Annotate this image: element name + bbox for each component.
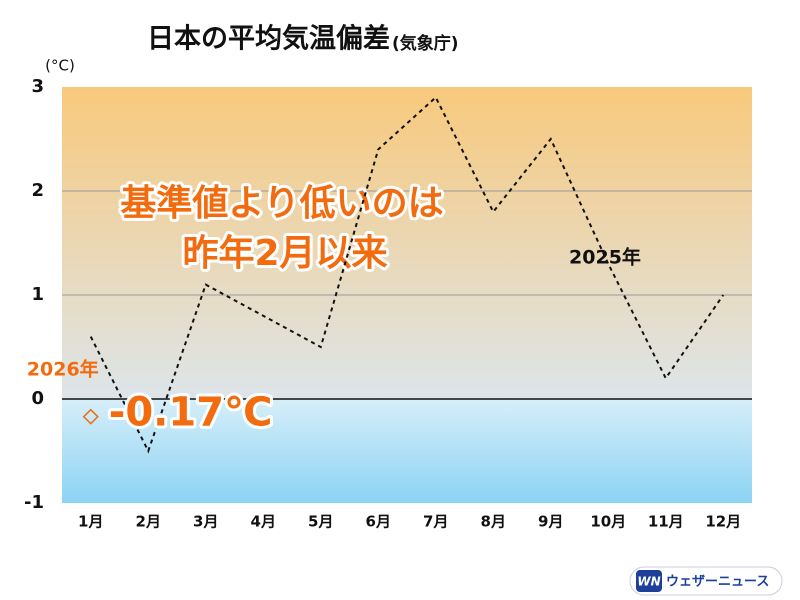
y-tick-label: 2 [31, 180, 44, 201]
logo-icon [636, 570, 662, 592]
x-tick-label: 1月 [78, 513, 103, 531]
value-label: -0.17℃ [109, 390, 273, 436]
x-tick-label: 10月 [590, 513, 626, 531]
x-tick-label: 11月 [648, 513, 684, 531]
logo-frame [629, 566, 783, 596]
x-tick-label: 8月 [481, 513, 506, 531]
series-line [89, 95, 725, 454]
x-tick-label: 3月 [193, 513, 218, 531]
plot-warm [62, 87, 752, 399]
point-marker [82, 408, 99, 425]
annotation: 基準値より低いのは [120, 183, 443, 224]
series-name: 2026年 [27, 358, 99, 381]
y-tick-label: -1 [24, 492, 44, 513]
x-tick-label: 5月 [308, 513, 333, 531]
chart-subtitle: (気象庁) [392, 33, 459, 54]
y-tick-label: 3 [31, 76, 44, 97]
logo-mark: WN [637, 575, 660, 589]
logo: WN ウェザーニュース [629, 566, 783, 596]
x-tick-label: 7月 [423, 513, 448, 531]
y-tick-label: 1 [31, 284, 44, 305]
annotation: 昨年2月以来 [182, 233, 387, 274]
y-axis-label: (°C) [45, 57, 75, 75]
logo-text: ウェザーニュース [666, 575, 769, 590]
x-tick-label: 9月 [538, 513, 563, 531]
x-tick-label: 2月 [136, 513, 161, 531]
series-name: 2025年 [569, 246, 641, 269]
x-tick-label: 6月 [366, 513, 391, 531]
y-tick-label: 0 [31, 388, 44, 409]
x-tick-label: 4月 [251, 513, 276, 531]
plot-cool [62, 399, 752, 503]
chart-title: 日本の平均気温偏差 [147, 23, 390, 55]
x-tick-label: 12月 [705, 513, 741, 531]
